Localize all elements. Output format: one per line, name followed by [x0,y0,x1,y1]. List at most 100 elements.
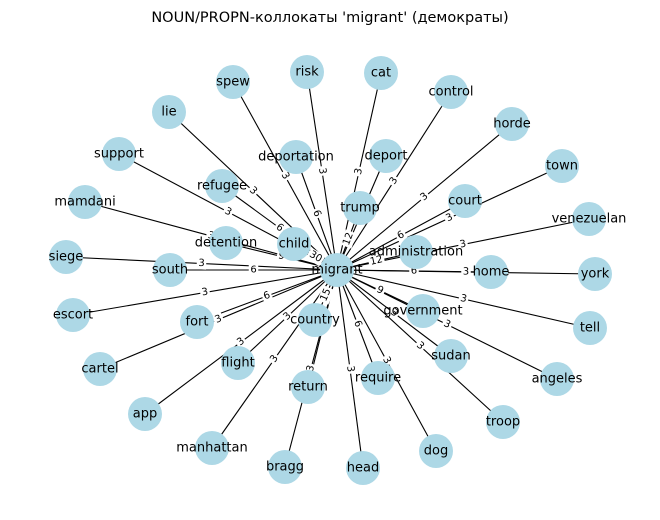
node-require[interactable]: require [355,361,401,395]
node-circle [291,370,325,404]
node-label: migrant [311,263,362,278]
edge-weight-text: 12 [341,231,356,247]
edge-weight-bg [196,257,207,270]
node-circle [369,139,403,173]
node-label: government [383,304,462,319]
node-spew[interactable]: spew [216,65,250,99]
edge-weight-bg [305,247,326,267]
node-refugee[interactable]: refugee [197,169,247,203]
node-government[interactable]: government [383,294,463,328]
edge-weight-south: 6 [248,264,259,276]
node-label: angeles [532,372,583,387]
node-angeles[interactable]: angeles [532,362,583,396]
edge-weight-text: 6 [274,222,286,235]
node-circle [540,362,574,396]
edge-weight-text: 15 [318,287,333,303]
node-tell[interactable]: tell [573,311,607,345]
node-deportation[interactable]: deportation [258,140,334,174]
node-child[interactable]: child [277,227,311,261]
node-south[interactable]: south [152,253,188,287]
node-control[interactable]: control [428,75,474,109]
node-trump[interactable]: trump [340,191,380,225]
node-sudan[interactable]: sudan [431,339,471,373]
node-migrant[interactable]: migrant [311,253,363,287]
node-label: tell [580,321,600,336]
edge-weight-text: 6 [411,265,418,276]
edge-weight-tell: 3 [457,292,470,306]
edge-weight-text: 3 [235,336,247,349]
edge-weight-bg [199,285,211,300]
edge-weight-bg [260,288,274,304]
node-label: refugee [197,179,247,194]
edge-weight-text: 6 [262,290,272,303]
node-fort[interactable]: fort [180,305,214,339]
node-flight[interactable]: flight [221,346,255,380]
node-detention[interactable]: detention [195,226,258,260]
edge-weight-text: 3 [198,258,205,269]
edge-weight-bg [386,305,402,321]
node-lie[interactable]: lie [152,95,186,129]
edge-weight-bg [457,237,469,252]
node-label: dog [424,444,448,459]
edge-weight-country: 15 [317,285,335,305]
edge-weight-escort: 3 [199,285,211,300]
edge-weight-bg [412,338,428,354]
node-label: troop [486,415,520,430]
node-administration[interactable]: administration [369,235,463,269]
node-label: child [279,237,310,252]
edge-weight-bg [417,189,432,205]
edge-weight-fort: 6 [260,288,274,304]
node-escort[interactable]: escort [53,298,93,332]
node-circle [578,257,612,291]
node-label: bragg [266,460,304,475]
node-mamdani[interactable]: mamdani [54,185,116,219]
edge-weight-trump: 12 [340,229,357,249]
node-circle [102,137,136,171]
edge-weight-bg [211,312,226,327]
edge-weight-require: 6 [350,317,365,331]
edge-weight-bg [386,173,402,189]
node-bragg[interactable]: bragg [266,450,304,484]
edge-weight-bg [350,317,365,331]
edge-weight-deportation: 6 [309,206,324,221]
node-app[interactable]: app [128,397,162,431]
node-return[interactable]: return [288,370,328,404]
node-label: court [448,194,482,209]
node-circle [56,298,90,332]
node-troop[interactable]: troop [486,405,520,439]
node-circle [279,140,313,174]
node-cartel[interactable]: cartel [81,352,119,386]
node-circle [268,450,302,484]
node-circle [434,75,468,109]
node-siege[interactable]: siege [49,240,84,274]
node-town[interactable]: town [545,149,579,183]
node-cat[interactable]: cat [364,56,398,90]
node-label: town [546,159,578,174]
node-venezuelan[interactable]: venezuelan [552,202,627,236]
node-circle [209,226,243,260]
edge-weight-control: 3 [386,173,402,189]
node-circle [180,305,214,339]
edge-weight-bg [233,334,249,350]
node-support[interactable]: support [94,137,144,171]
node-horde[interactable]: horde [493,107,531,141]
edge-weight-text: 3 [442,318,453,331]
node-label: escort [53,308,93,323]
edge-weight-child: 30 [305,247,326,267]
edge-weight-lie: 3 [245,183,261,199]
node-manhattan[interactable]: manhattan [176,431,248,465]
node-deport[interactable]: deport [365,139,408,173]
node-home[interactable]: home [473,255,510,289]
node-label: detention [195,236,258,251]
node-york[interactable]: york [578,257,612,291]
edge-weight-horde: 3 [417,189,432,205]
node-head[interactable]: head [346,451,380,485]
edge-weight-bg [277,168,293,184]
node-label: app [133,407,157,422]
node-label: lie [161,105,176,120]
node-court[interactable]: court [448,184,482,218]
node-risk[interactable]: risk [290,55,324,89]
node-country[interactable]: country [290,303,340,337]
edge-weight-spew: 3 [277,168,293,184]
node-dog[interactable]: dog [419,434,453,468]
